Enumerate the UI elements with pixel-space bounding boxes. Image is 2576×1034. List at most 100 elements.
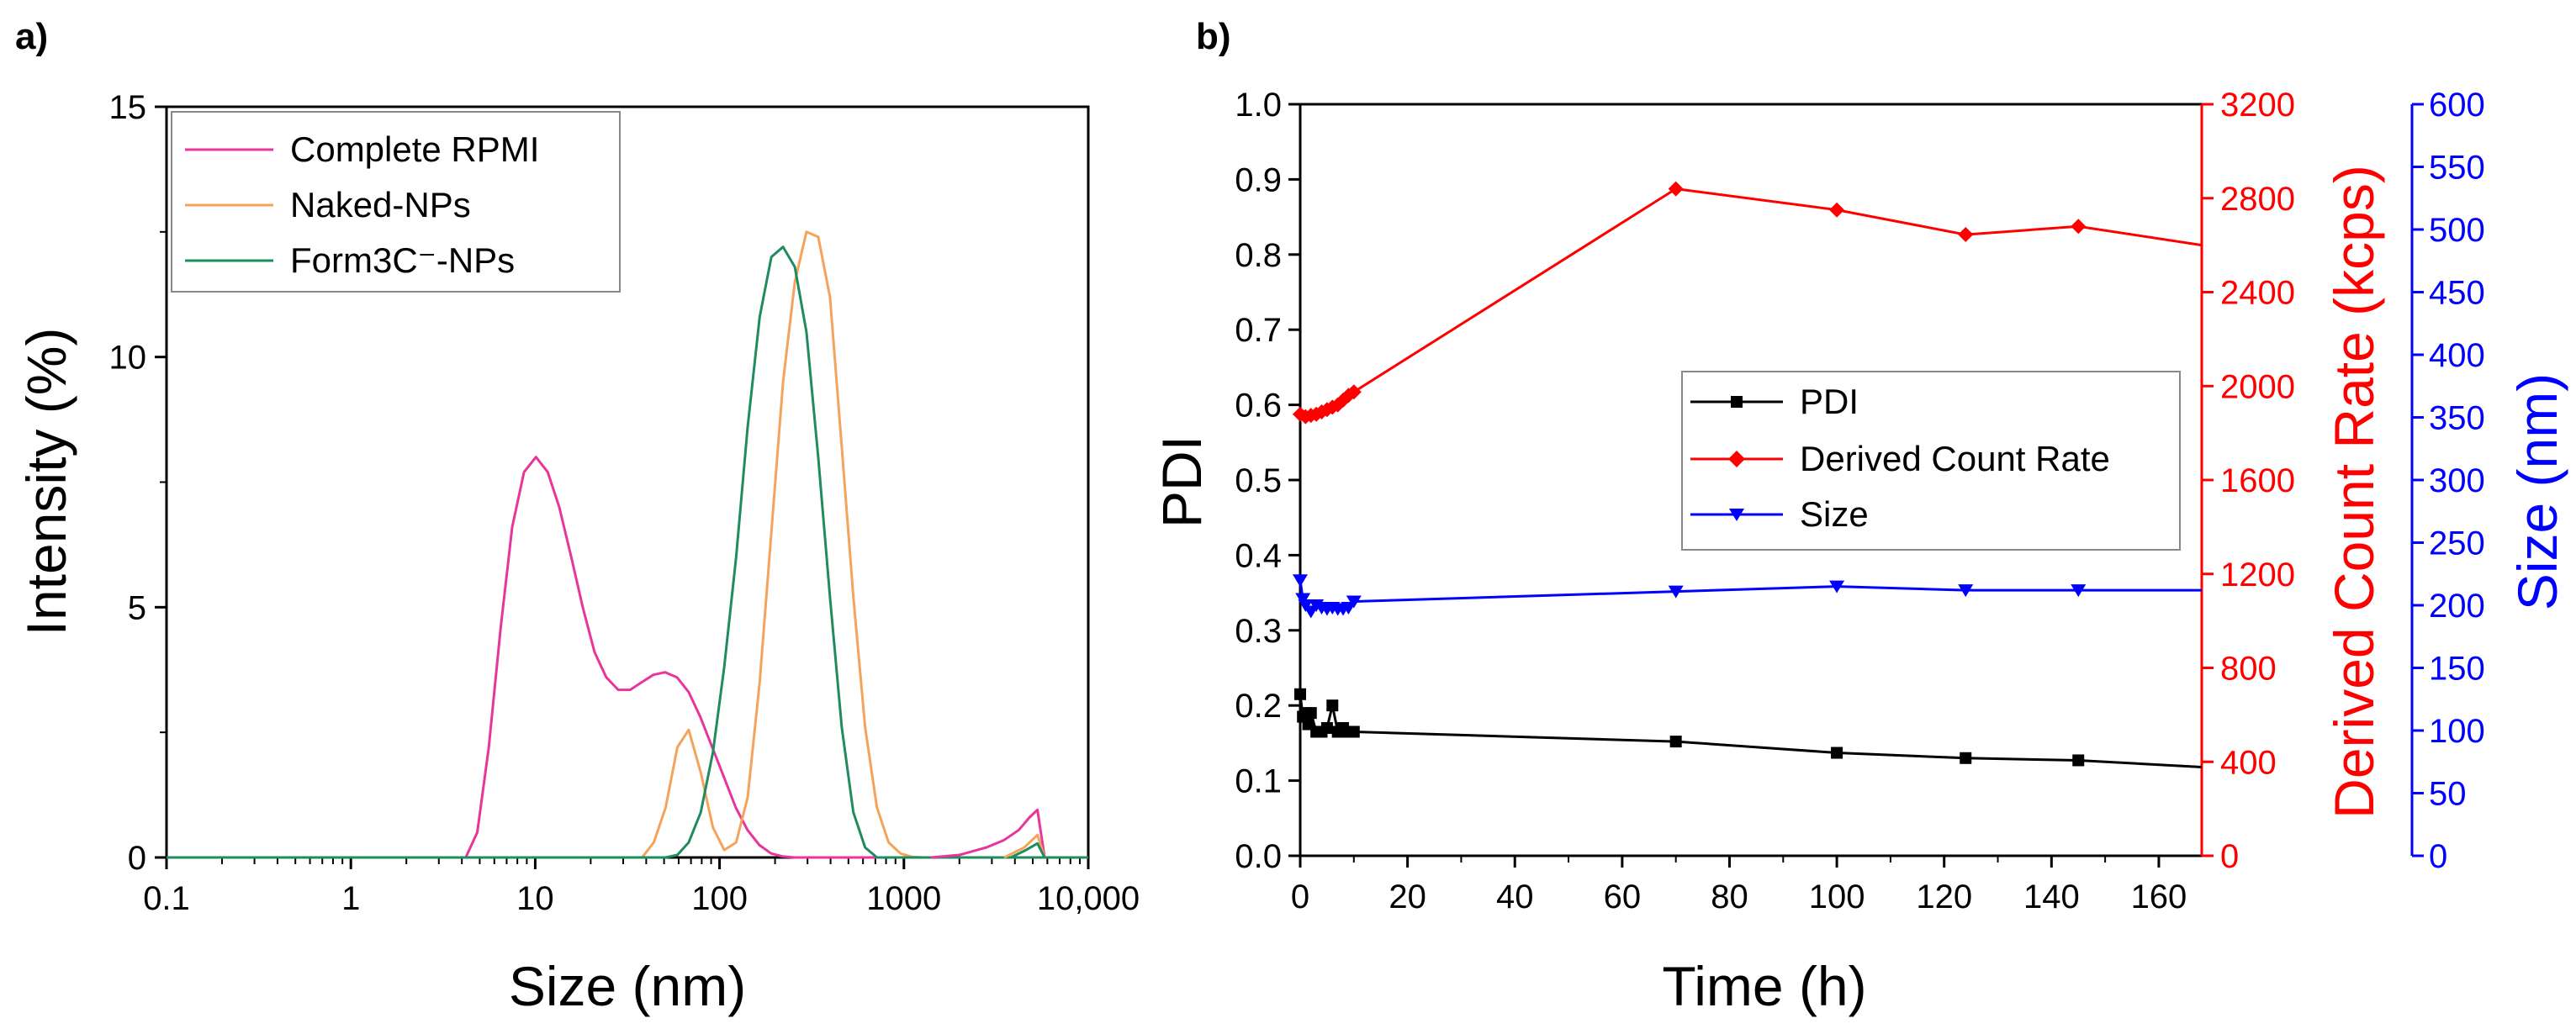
series-a-line-0 <box>167 456 1088 859</box>
chart-b-y3-axis-title: Size (nm) <box>2506 373 2568 610</box>
legend-b-label-count-rate: Derived Count Rate <box>1800 439 2110 478</box>
series-b-marker-pdi <box>1960 752 1972 764</box>
series-b-line-0 <box>1299 694 2203 768</box>
series-b-marker-count-rate <box>1958 227 1974 243</box>
b-y-tick-label: 0.9 <box>1235 161 1282 198</box>
series-b-marker-pdi <box>1347 725 1360 738</box>
b-y3-tick-label: 600 <box>2429 87 2485 124</box>
series-b-marker-pdi <box>1294 688 1306 700</box>
series-b-line-2 <box>1299 579 2202 613</box>
legend-a-label-form3c-nps: Form3C⁻-NPs <box>290 240 515 280</box>
b-y3-tick-label: 400 <box>2429 337 2485 374</box>
panel-b-label: b) <box>1196 16 1231 57</box>
b-y2-tick-label: 2400 <box>2220 275 2295 312</box>
b-y-tick-label: 0.3 <box>1235 613 1282 650</box>
b-x-tick-label: 100 <box>1809 878 1865 915</box>
series-b-marker-count-rate <box>1346 384 1362 400</box>
b-y2-tick-label: 1200 <box>2220 557 2295 593</box>
series-b-marker-size <box>1958 584 1974 598</box>
b-y3-tick-label: 0 <box>2429 838 2447 875</box>
b-x-tick-label: 40 <box>1496 878 1534 915</box>
panel-a-label: a) <box>15 16 48 57</box>
series-a-line-2 <box>167 245 1088 859</box>
a-x-tick-label: 0.1 <box>143 880 190 917</box>
b-y3-tick-label: 450 <box>2429 275 2485 312</box>
b-y2-tick-label: 2800 <box>2220 181 2295 218</box>
chart-b-x-axis-title: Time (h) <box>1662 955 1866 1017</box>
legend-b-marker-count-rate <box>1728 451 1745 467</box>
b-x-tick-label: 120 <box>1916 878 1972 915</box>
b-x-tick-label: 20 <box>1389 878 1426 915</box>
a-x-tick-label: 1000 <box>866 880 941 917</box>
legend-a-label-complete-rpmi: Complete RPMI <box>290 129 539 169</box>
b-y3-tick-label: 200 <box>2429 588 2485 625</box>
series-a-tail-0 <box>930 808 1046 859</box>
b-y-tick-label: 0.6 <box>1235 388 1282 425</box>
legend-b-label-size: Size <box>1800 494 1869 534</box>
b-y3-tick-label: 500 <box>2429 212 2485 249</box>
series-b-marker-pdi <box>1831 746 1843 759</box>
b-y3-tick-label: 100 <box>2429 713 2485 750</box>
series-b-marker-pdi <box>2072 754 2085 767</box>
b-y2-tick-label: 0 <box>2220 838 2239 875</box>
b-y3-tick-label: 300 <box>2429 462 2485 499</box>
b-y2-tick-label: 2000 <box>2220 368 2295 405</box>
chart-b-y-axis-title: PDI <box>1150 435 1213 528</box>
b-y2-tick-label: 1600 <box>2220 462 2295 499</box>
chart-a-legend: Complete RPMI Naked-NPs Form3C⁻-NPs <box>171 111 621 293</box>
b-x-tick-label: 160 <box>2131 878 2187 915</box>
chart-b-legend-box <box>1681 371 2181 551</box>
b-y3-tick-label: 250 <box>2429 525 2485 562</box>
b-x-tick-label: 0 <box>1291 878 1309 915</box>
legend-b-marker-size <box>1729 509 1744 521</box>
b-y-tick-label: 0.7 <box>1235 312 1282 349</box>
series-b-marker-size <box>2071 584 2087 598</box>
b-y2-tick-label: 3200 <box>2220 87 2295 124</box>
series-b-marker-size <box>1293 574 1308 588</box>
b-y-tick-label: 0.1 <box>1235 763 1282 800</box>
series-b-marker-size <box>1829 580 1845 593</box>
chart-b-legend: PDI Derived Count Rate Size <box>1681 371 2181 551</box>
b-y-tick-label: 0.5 <box>1235 462 1282 499</box>
series-a-tail-2 <box>1010 841 1046 859</box>
series-b-marker-pdi <box>1320 722 1333 735</box>
series-b-marker-size <box>1346 595 1362 609</box>
a-x-tick-label: 10 <box>516 880 554 917</box>
series-b-marker-count-rate <box>1668 181 1684 197</box>
a-y-tick-label: 5 <box>128 589 146 626</box>
legend-b-label-pdi: PDI <box>1800 382 1859 421</box>
b-y-tick-label: 0.4 <box>1235 537 1282 574</box>
a-y-tick-label: 0 <box>128 840 146 877</box>
series-b-marker-count-rate <box>2071 219 2087 235</box>
b-y3-tick-label: 350 <box>2429 400 2485 437</box>
series-b-marker-pdi <box>1326 699 1339 712</box>
b-y2-tick-label: 800 <box>2220 651 2277 688</box>
series-b-marker-size <box>1668 585 1684 599</box>
b-y3-tick-label: 50 <box>2429 776 2467 813</box>
b-y2-tick-label: 400 <box>2220 744 2277 781</box>
series-a-tail-1 <box>1003 833 1046 859</box>
a-x-tick-label: 10,000 <box>1037 880 1140 917</box>
b-y-tick-label: 0.2 <box>1235 688 1282 725</box>
series-b-marker-pdi <box>1304 707 1317 720</box>
b-x-tick-label: 80 <box>1711 878 1748 915</box>
b-x-tick-label: 60 <box>1604 878 1642 915</box>
a-x-tick-label: 1 <box>341 880 360 917</box>
legend-a-label-naked-nps: Naked-NPs <box>290 185 471 224</box>
b-y-tick-label: 0.8 <box>1235 237 1282 274</box>
series-a-line-1 <box>167 230 1088 859</box>
b-y-tick-label: 0.0 <box>1235 838 1282 875</box>
series-b-marker-pdi <box>1669 736 1682 748</box>
a-y-tick-label: 10 <box>109 340 147 377</box>
series-b-marker-count-rate <box>1829 202 1845 218</box>
a-x-tick-label: 100 <box>691 880 748 917</box>
b-y-tick-label: 1.0 <box>1235 87 1282 124</box>
chart-a-y-axis-title: Intensity (%) <box>15 328 77 636</box>
b-x-tick-label: 140 <box>2023 878 2080 915</box>
chart-b: 0 20 40 60 80 100 120 140 160 0.0 0.1 0.2 0.3 0.4 0.5 0… <box>1150 87 2568 1017</box>
chart-a-x-axis-title: Size (nm) <box>509 955 746 1017</box>
b-y3-tick-label: 550 <box>2429 150 2485 187</box>
a-y-tick-label: 15 <box>109 89 147 126</box>
